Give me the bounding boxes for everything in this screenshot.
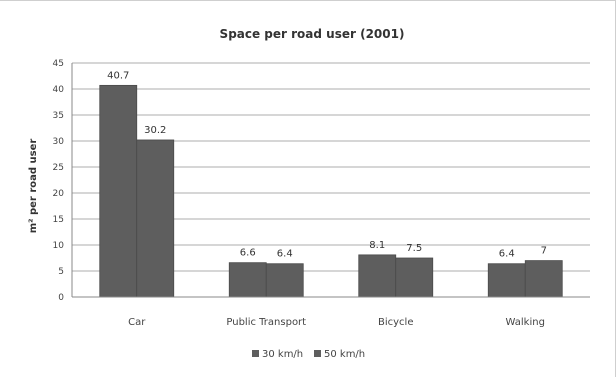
category-label: Public Transport bbox=[226, 317, 306, 328]
data-label: 40.7 bbox=[107, 70, 129, 81]
category-label: Car bbox=[128, 317, 146, 328]
data-label: 30.2 bbox=[144, 125, 166, 136]
y-axis-label: m² per road user bbox=[28, 139, 39, 234]
legend-swatch bbox=[314, 350, 321, 357]
y-tick-label: 20 bbox=[53, 189, 65, 199]
bar-public-transport-s1 bbox=[228, 262, 267, 298]
y-tick-label: 40 bbox=[53, 85, 65, 95]
y-tick-label: 45 bbox=[53, 59, 64, 69]
data-label: 7.5 bbox=[406, 243, 422, 254]
category-label: Walking bbox=[506, 317, 545, 328]
data-label: 6.6 bbox=[240, 248, 256, 259]
bar-car-s2 bbox=[136, 139, 175, 298]
y-tick-label: 0 bbox=[58, 293, 64, 303]
legend-entry: 50 km/h bbox=[324, 349, 365, 360]
data-label: 6.4 bbox=[499, 249, 515, 260]
y-tick-label: 10 bbox=[53, 241, 65, 251]
bar-public-transport-s2 bbox=[265, 263, 304, 298]
bar-bicycle-s1 bbox=[358, 254, 397, 298]
data-label: 6.4 bbox=[277, 249, 293, 260]
category-label: Bicycle bbox=[378, 317, 413, 328]
data-label: 7 bbox=[541, 246, 547, 257]
category-labels: Car Public Transport Bicycle Walking bbox=[128, 317, 545, 328]
data-label: 8.1 bbox=[369, 240, 385, 251]
y-tick-labels: 0 5 10 15 20 25 30 35 40 45 bbox=[53, 59, 65, 303]
data-labels: 40.7 30.2 6.6 6.4 8.1 7.5 6.4 7 bbox=[107, 70, 547, 259]
bars bbox=[99, 84, 563, 298]
bar-walking-s2 bbox=[524, 260, 563, 298]
y-tick-label: 5 bbox=[58, 267, 64, 277]
y-tick-label: 30 bbox=[53, 137, 65, 147]
legend-entry: 30 km/h bbox=[262, 349, 303, 360]
y-tick-label: 35 bbox=[53, 111, 64, 121]
legend: 30 km/h 50 km/h bbox=[252, 349, 365, 360]
bar-car-s1 bbox=[99, 84, 138, 298]
bar-bicycle-s2 bbox=[395, 257, 434, 298]
y-tick-label: 25 bbox=[53, 163, 64, 173]
bar-walking-s1 bbox=[487, 263, 526, 298]
chart-title: Space per road user (2001) bbox=[220, 27, 405, 41]
legend-swatch bbox=[252, 350, 259, 357]
y-tick-label: 15 bbox=[53, 215, 64, 225]
